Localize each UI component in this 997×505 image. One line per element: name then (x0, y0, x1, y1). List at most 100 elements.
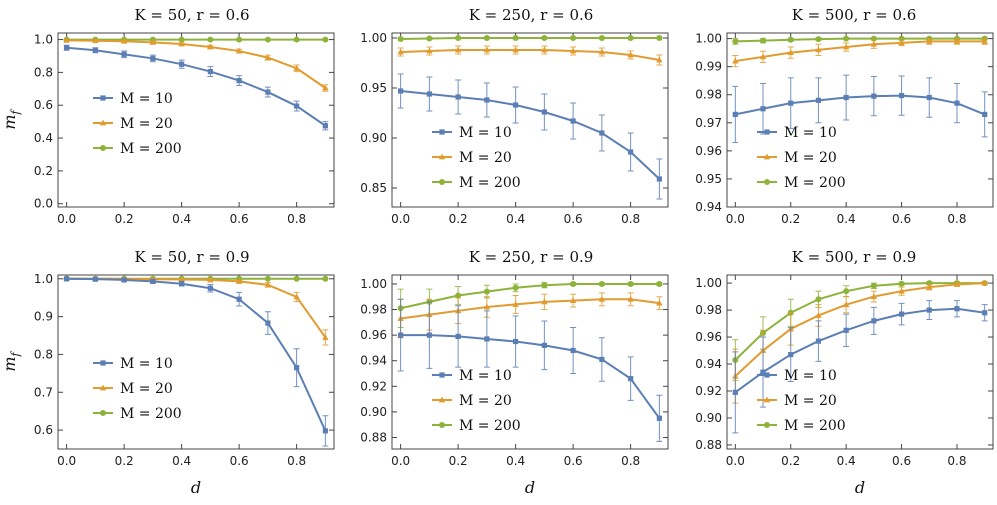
y-tick-label: 0.90 (360, 405, 387, 419)
x-tick-label: 0.2 (449, 454, 468, 468)
x-tick-label: 0.0 (57, 454, 76, 468)
data-point (235, 278, 243, 284)
data-point (236, 296, 242, 302)
data-point (870, 40, 878, 47)
data-point (236, 78, 242, 84)
series-m10 (63, 276, 329, 447)
series-m20 (732, 38, 988, 68)
data-point (178, 276, 185, 282)
data-point (207, 285, 213, 291)
data-point (656, 56, 663, 63)
data-point (426, 47, 433, 54)
data-point (264, 36, 271, 43)
series-m200 (732, 35, 988, 45)
data-point (398, 332, 404, 338)
x-axis-label: d (191, 478, 201, 497)
y-tick-label: 1.0 (34, 33, 53, 47)
x-tick-label: 0.4 (172, 454, 191, 468)
data-point (815, 312, 822, 318)
series-line (400, 282, 660, 310)
legend: M = 10 M = 20 M = 200 (93, 356, 182, 422)
data-point (627, 280, 634, 287)
data-point (569, 47, 577, 54)
data-point (599, 130, 605, 136)
series-m20 (397, 45, 663, 66)
legend-entry: M = 200 (459, 175, 521, 191)
data-point (541, 46, 548, 53)
series-m200 (397, 35, 663, 42)
y-tick-label: 1.00 (695, 32, 722, 46)
data-point (150, 278, 156, 285)
panel-title: K = 50, r = 0.9 (134, 248, 249, 266)
y-axis-label: mf (0, 350, 22, 371)
data-point (788, 100, 794, 106)
data-point (628, 149, 634, 155)
data-point (455, 292, 462, 299)
data-point (732, 38, 739, 45)
data-point (293, 64, 300, 71)
data-point (981, 38, 988, 44)
data-point (842, 301, 850, 308)
data-point (656, 176, 662, 182)
series-m200 (397, 280, 663, 328)
panel-6: K = 500, r = 0.9 0.88 0.90 0.92 0.94 0.96 0.98… (695, 248, 994, 497)
y-axis-label: mf (0, 108, 22, 129)
x-tick-label: 0.4 (837, 454, 856, 468)
x-axis-label: d (525, 478, 535, 497)
legend: M = 10 M = 20 M = 200 (757, 368, 846, 434)
data-point (898, 39, 905, 46)
legend-entry: M = 10 (120, 356, 173, 372)
data-point (294, 365, 300, 371)
data-point (898, 280, 905, 287)
x-tick-label: 0.2 (115, 454, 134, 468)
series-m20 (63, 36, 329, 92)
series-line (734, 282, 985, 361)
data-point (981, 279, 988, 286)
data-point (843, 35, 850, 42)
legend-marker (764, 179, 770, 185)
legend-entry: M = 10 (120, 91, 173, 107)
series-line (400, 49, 660, 61)
series-line (66, 46, 326, 127)
data-point (322, 428, 328, 434)
data-point (64, 276, 70, 282)
data-point (570, 35, 577, 41)
data-point (656, 415, 662, 421)
series-line (734, 307, 985, 394)
x-tick-label: 0.2 (781, 212, 800, 226)
data-point (627, 35, 634, 41)
y-tick-label: 0.98 (360, 303, 387, 317)
data-point (455, 35, 462, 41)
plot-frame (57, 274, 335, 450)
x-tick-label: 0.0 (726, 454, 745, 468)
data-point (815, 36, 822, 43)
panel-2: K = 250, r = 0.6 0.85 0.90 0.95 1.00 0.0 0.2 0.… (360, 6, 669, 226)
legend-entry: M = 10 (784, 125, 837, 141)
data-point (265, 89, 271, 95)
y-tick-label: 0.97 (695, 116, 722, 130)
legend: M = 10 M = 20 M = 200 (757, 125, 846, 191)
data-point (322, 84, 329, 91)
data-point (64, 45, 70, 51)
data-point (870, 282, 877, 289)
plot-frame (391, 32, 669, 208)
data-point (121, 51, 127, 57)
y-tick-label: 0.90 (360, 131, 387, 145)
panel-3: K = 500, r = 0.6 0.94 0.95 0.96 0.97 0.98 0.99… (695, 6, 994, 226)
data-point (265, 320, 271, 326)
legend-marker (439, 372, 445, 378)
data-point (483, 46, 491, 53)
x-axis-label: d (855, 478, 865, 497)
data-point (512, 35, 519, 41)
x-tick-label: 0.0 (57, 212, 76, 226)
data-point (628, 376, 634, 382)
y-tick-label: 0.85 (360, 181, 387, 195)
legend-marker (438, 396, 446, 403)
data-point (150, 55, 156, 62)
data-point (627, 51, 634, 58)
y-tick-label: 0.0 (34, 197, 53, 211)
data-point (426, 91, 432, 97)
data-point (898, 92, 905, 99)
data-point (322, 36, 329, 43)
plot-frame (726, 32, 994, 208)
